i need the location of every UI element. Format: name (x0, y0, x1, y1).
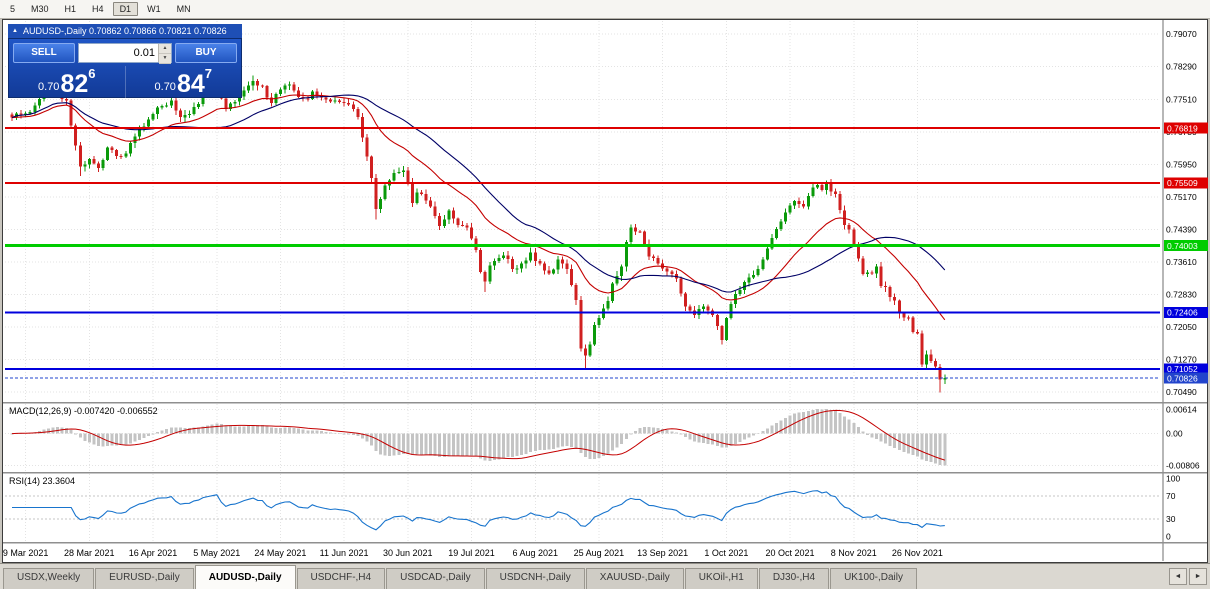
bid-price[interactable]: 0.70 82 6 (9, 66, 125, 98)
svg-text:28 Mar 2021: 28 Mar 2021 (64, 548, 115, 558)
svg-text:0.72406: 0.72406 (1167, 308, 1198, 318)
svg-text:0.70490: 0.70490 (1166, 387, 1197, 397)
svg-text:0.76819: 0.76819 (1167, 123, 1198, 133)
svg-text:0.00614: 0.00614 (1166, 404, 1197, 414)
svg-text:9 Mar 2021: 9 Mar 2021 (3, 548, 49, 558)
svg-text:6 Aug 2021: 6 Aug 2021 (513, 548, 559, 558)
timeframe-D1[interactable]: D1 (112, 2, 139, 16)
timeframe-toolbar: 5 M30 H1 H4 D1 W1 MN (0, 0, 1210, 19)
svg-text:0.74390: 0.74390 (1166, 225, 1197, 235)
svg-text:0.70826: 0.70826 (1167, 373, 1198, 383)
tabs-scroll-right-icon[interactable]: ► (1189, 568, 1207, 585)
svg-text:0.75170: 0.75170 (1166, 192, 1197, 202)
svg-text:0.79070: 0.79070 (1166, 29, 1197, 39)
ask-price-pip-digit: 7 (204, 66, 212, 81)
timeframe-W1[interactable]: W1 (147, 4, 161, 14)
ask-price-big-digits: 84 (176, 70, 205, 98)
one-click-trading-panel: SELL ▲ ▼ BUY 0.70 82 6 0.70 84 7 (8, 38, 242, 98)
svg-text:26 Nov 2021: 26 Nov 2021 (892, 548, 943, 558)
rsi-layer (5, 490, 1160, 531)
axis-layer[interactable]: 0.790700.782900.775100.767300.759500.751… (1164, 29, 1208, 541)
tab-audusd-daily[interactable]: AUDUSD-,Daily (194, 565, 296, 589)
svg-text:8 Nov 2021: 8 Nov 2021 (831, 548, 877, 558)
tab-xauusd-daily[interactable]: XAUUSD-,Daily (585, 568, 684, 589)
svg-text:1 Oct 2021: 1 Oct 2021 (704, 548, 748, 558)
timeframe-H1[interactable]: H1 (64, 4, 77, 14)
svg-text:70: 70 (1166, 491, 1176, 501)
sell-button[interactable]: SELL (13, 43, 75, 63)
svg-text:11 Jun 2021: 11 Jun 2021 (320, 548, 369, 558)
tabs-nav: ◄ ► (1169, 568, 1207, 585)
macd-indicator-label: MACD(12,26,9) -0.007420 -0.006552 (9, 406, 158, 416)
chrome-layer (3, 20, 1207, 561)
dates-layer[interactable]: 9 Mar 2021 28 Mar 2021 16 Apr 2021 5 May 20… (3, 548, 943, 558)
tab-ukoil-h1[interactable]: UKOil-,H1 (684, 568, 758, 589)
svg-text:0.75950: 0.75950 (1166, 159, 1197, 169)
lot-spinner: ▲ ▼ (158, 44, 171, 64)
svg-text:0.77510: 0.77510 (1166, 94, 1197, 104)
lot-spin-down-icon[interactable]: ▼ (159, 54, 171, 64)
grid-layer (5, 21, 1160, 541)
svg-text:5 May 2021: 5 May 2021 (193, 548, 240, 558)
tab-usdx-weekly[interactable]: USDX,Weekly (3, 568, 95, 589)
bid-price-big-digits: 82 (60, 70, 89, 98)
chart-tabs: USDX,Weekly EURUSD-,Daily AUDUSD-,Daily USD… (3, 565, 918, 589)
buy-button[interactable]: BUY (175, 43, 237, 63)
svg-text:30: 30 (1166, 514, 1176, 524)
ask-price-prefix: 0.70 (154, 81, 176, 93)
svg-text:25 Aug 2021: 25 Aug 2021 (574, 548, 625, 558)
chart-title: AUDUSD-,Daily 0.70862 0.70866 0.70821 0.… (22, 26, 227, 36)
svg-text:0.72050: 0.72050 (1166, 322, 1197, 332)
svg-text:19 Jul 2021: 19 Jul 2021 (448, 548, 495, 558)
ask-price[interactable]: 0.70 84 7 (124, 66, 242, 98)
rsi-indicator-label: RSI(14) 23.3604 (9, 476, 76, 486)
timeframe-MN[interactable]: MN (176, 4, 191, 14)
tabs-scroll-left-icon[interactable]: ◄ (1169, 568, 1187, 585)
svg-text:0.73610: 0.73610 (1166, 257, 1197, 267)
svg-text:0.75509: 0.75509 (1167, 178, 1198, 188)
candles-layer (10, 75, 947, 393)
svg-text:30 Jun 2021: 30 Jun 2021 (383, 548, 433, 558)
svg-text:100: 100 (1166, 474, 1180, 484)
svg-text:0.74003: 0.74003 (1167, 241, 1198, 251)
timeframe-5[interactable]: 5 (10, 4, 16, 14)
chart-title-bar[interactable]: ▲ AUDUSD-,Daily 0.70862 0.70866 0.70821 … (8, 24, 242, 38)
lot-spin-up-icon[interactable]: ▲ (159, 44, 171, 54)
lot-size-field: ▲ ▼ (78, 43, 172, 64)
svg-text:24 May 2021: 24 May 2021 (254, 548, 306, 558)
tab-dj30-h4[interactable]: DJ30-,H4 (758, 568, 830, 589)
timeframe-M30[interactable]: M30 (31, 4, 49, 14)
svg-text:20 Oct 2021: 20 Oct 2021 (765, 548, 814, 558)
svg-text:0.71270: 0.71270 (1166, 355, 1197, 365)
tab-eurusd-daily[interactable]: EURUSD-,Daily (95, 568, 194, 589)
bid-price-pip-digit: 6 (88, 66, 96, 81)
tab-uk100-daily[interactable]: UK100-,Daily (830, 568, 917, 589)
bid-price-prefix: 0.70 (38, 81, 60, 93)
svg-text:16 Apr 2021: 16 Apr 2021 (129, 548, 178, 558)
svg-text:0.71052: 0.71052 (1167, 364, 1198, 374)
svg-text:0: 0 (1166, 531, 1171, 541)
levels-layer (5, 127, 1160, 379)
macd-layer (10, 409, 947, 466)
svg-text:0.72830: 0.72830 (1166, 290, 1197, 300)
lot-size-input[interactable] (79, 44, 158, 62)
one-click-collapse-icon[interactable]: ▲ (12, 28, 18, 34)
svg-text:0.00: 0.00 (1166, 429, 1183, 439)
svg-text:13 Sep 2021: 13 Sep 2021 (637, 548, 688, 558)
tab-usdcad-daily[interactable]: USDCAD-,Daily (386, 568, 485, 589)
svg-text:-0.00806: -0.00806 (1166, 460, 1200, 470)
svg-text:0.78290: 0.78290 (1166, 62, 1197, 72)
chart-canvas[interactable]: 0.790700.782900.775100.767300.759500.751… (2, 19, 1208, 563)
timeframe-H4[interactable]: H4 (92, 4, 104, 14)
tab-usdcnh-daily[interactable]: USDCNH-,Daily (485, 568, 585, 589)
tab-usdchf-h4[interactable]: USDCHF-,H4 (296, 568, 386, 589)
chart-tabs-bar: USDX,Weekly EURUSD-,Daily AUDUSD-,Daily USD… (0, 563, 1210, 589)
